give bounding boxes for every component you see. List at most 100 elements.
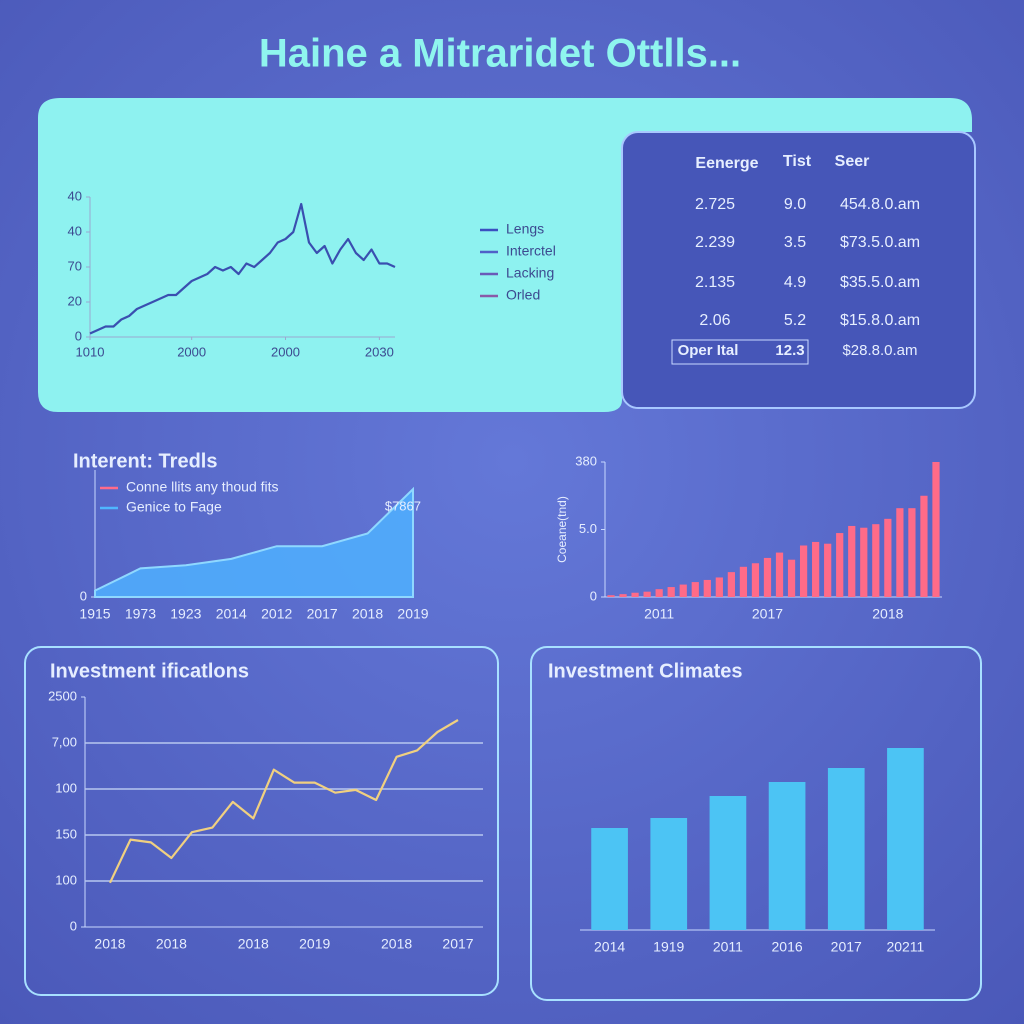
table-header: Eenerge — [695, 155, 758, 172]
top-panel — [38, 98, 972, 412]
y-tick-label: 150 — [55, 826, 77, 841]
legend-label: Conne llits any thoud fits — [126, 479, 279, 495]
x-tick-label: 2030 — [365, 344, 394, 359]
y-tick-label: 40 — [68, 188, 82, 203]
chart: 0 20 70 40 40 1010 2000 2000 2030 Lengs Interctel L… — [68, 188, 556, 359]
y-tick-label: 100 — [55, 780, 77, 795]
table-panel — [621, 131, 976, 409]
y-tick-label: 0 — [590, 588, 597, 603]
y-tick-label: 380 — [575, 453, 597, 468]
y-tick-label: 20 — [68, 293, 82, 308]
bar — [703, 579, 711, 597]
x-tick-label: 2012 — [261, 606, 292, 622]
y-tick-label: 0 — [70, 918, 77, 933]
table-cell: 2.239 — [695, 234, 735, 251]
bar — [591, 828, 628, 930]
y-tick-label: 70 — [68, 258, 82, 273]
bar — [932, 462, 940, 597]
bar — [667, 587, 675, 597]
x-tick-label: 20211 — [886, 939, 924, 955]
bar — [739, 566, 748, 597]
chart: Investment ificatlons 0 100 150 100 7,00 2500 2… — [48, 660, 483, 952]
table-total: 12.3 — [775, 342, 804, 359]
x-tick-label: 2011 — [644, 606, 674, 622]
table-cell: $35.5.0.am — [840, 274, 920, 291]
bar — [860, 527, 868, 597]
table-cell: 2.725 — [695, 196, 735, 213]
bar — [715, 577, 723, 597]
x-tick-label: 2018 — [94, 936, 125, 952]
y-tick-label: 100 — [55, 872, 77, 887]
annotation: $7867 — [385, 498, 421, 513]
table-total: Oper Ital — [678, 342, 739, 359]
bar — [619, 594, 627, 597]
table-cell: 2.135 — [695, 274, 735, 291]
x-tick-label: 2018 — [352, 606, 383, 622]
x-tick-label: 2018 — [381, 936, 412, 952]
bar — [655, 589, 663, 597]
bar — [824, 543, 832, 597]
x-tick-label: 1923 — [170, 606, 201, 622]
x-tick-label: 2017 — [752, 606, 783, 622]
x-tick-label: 1919 — [653, 939, 684, 955]
bar — [691, 582, 699, 597]
table-cell: 2.06 — [699, 312, 730, 329]
y-axis-label: Coeane(tnd) — [555, 496, 569, 563]
chart: Investment Climates 2014 1919 2011 2016 2017 2… — [548, 660, 935, 955]
x-tick-label: 2018 — [872, 606, 903, 622]
x-tick-label: 1973 — [125, 606, 156, 622]
line — [109, 719, 459, 884]
chart-title: Investment Climates — [548, 660, 743, 682]
table-cell: $73.5.0.am — [840, 234, 920, 251]
line — [89, 202, 396, 335]
bar — [827, 768, 865, 930]
table-total: $28.8.0.am — [842, 342, 917, 359]
table-cell: 3.5 — [784, 234, 806, 251]
x-tick-label: 2000 — [271, 344, 300, 359]
x-tick-label: 2017 — [307, 606, 338, 622]
bar — [709, 796, 747, 930]
bar — [727, 572, 735, 597]
y-tick-label: 7,00 — [52, 734, 77, 749]
x-tick-label: 2018 — [156, 936, 187, 952]
y-tick-label: 5.0 — [579, 521, 597, 536]
bar — [643, 591, 651, 597]
legend-label: Lacking — [506, 265, 554, 281]
bar — [884, 518, 892, 597]
x-tick-label: 1915 — [79, 606, 110, 622]
bar — [751, 563, 760, 597]
legend-label: Genice to Fage — [126, 499, 222, 515]
table-cell: 9.0 — [784, 196, 806, 213]
x-tick-label: 1010 — [76, 344, 105, 359]
area — [94, 486, 414, 598]
bar — [787, 559, 796, 597]
legend-label: Interctel — [506, 243, 556, 259]
bar — [650, 818, 688, 930]
table-header: Tist — [783, 153, 812, 170]
bar — [631, 592, 639, 597]
bar — [908, 508, 916, 597]
bar — [679, 584, 687, 597]
bar — [607, 595, 615, 597]
bar — [848, 525, 856, 597]
bar — [872, 524, 880, 597]
bar — [799, 545, 808, 597]
x-tick-label: 2000 — [177, 344, 206, 359]
bar — [920, 495, 928, 597]
x-tick-label: 2017 — [442, 936, 473, 952]
x-tick-label: 2017 — [831, 939, 862, 955]
bar — [812, 541, 820, 597]
x-tick-label: 2014 — [216, 606, 247, 622]
bar — [763, 557, 772, 597]
table: Eenerge Tist Seer — [671, 153, 869, 365]
bar — [768, 782, 806, 930]
bar — [887, 748, 924, 930]
x-tick-label: 2014 — [594, 939, 625, 955]
chart-title: Interent: Tredls — [73, 450, 217, 472]
panel — [24, 646, 499, 996]
bar — [896, 508, 904, 597]
panel — [530, 646, 982, 1001]
page-title: Haine a Mitraridet Ottlls... — [259, 32, 741, 76]
y-tick-label: 0 — [75, 328, 82, 343]
